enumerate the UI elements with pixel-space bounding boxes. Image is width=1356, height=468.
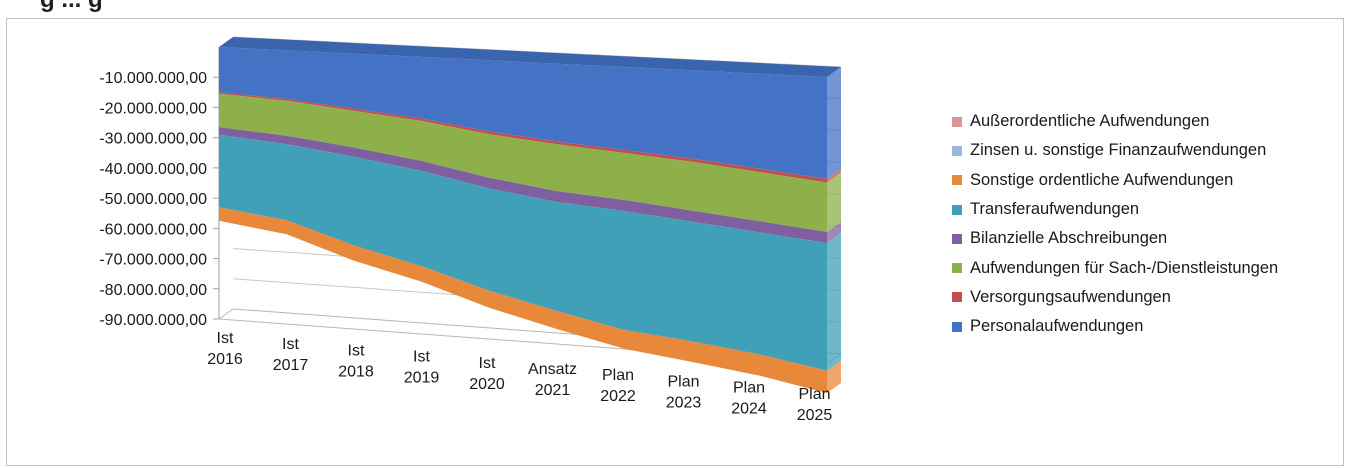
chart-title-fragment: g ... g [40,0,103,12]
x-tick-label: Ist 2016 [207,330,243,368]
legend-item: Bilanzielle Abschreibungen [952,224,1352,253]
legend-item: Versorgungsaufwendungen [952,283,1352,312]
x-tick-label: Plan 2025 [797,386,833,424]
y-tick-label: -30.000.000,00 [99,131,207,148]
legend-label: Transferaufwendungen [970,200,1140,219]
stacked-area-3d-chart: -10.000.000,00 -20.000.000,00 -30.000.000,… [99,36,843,424]
x-tick-label: Plan 2022 [600,367,636,405]
legend-swatch [952,321,962,332]
x-tick-label: Ist 2019 [404,349,440,387]
legend-swatch [952,175,962,186]
legend-label: Sonstige ordentliche Aufwendungen [970,170,1234,189]
legend-item: Außerordentliche Aufwendungen [952,107,1352,136]
x-tick-label: Ist 2018 [338,342,374,380]
legend-item: Personalaufwendungen [952,312,1352,341]
area-side-face-3 [827,222,841,244]
area-series-4 [219,134,827,371]
area-side-face-2 [827,172,841,232]
legend-item: Zinsen u. sonstige Finanzaufwendungen [952,136,1352,165]
legend-item: Transferaufwendungen [952,195,1352,224]
area-top-face [219,37,841,77]
area-side-face-5 [827,360,841,393]
area-series-5 [219,207,827,393]
area-side-face-1 [827,169,841,183]
legend-label: Personalaufwendungen [970,317,1144,336]
legend-swatch [952,292,962,303]
y-tick-label: -40.000.000,00 [99,161,207,178]
legend-swatch [952,145,962,156]
area-series-1 [219,92,827,183]
x-tick-label: Ist 2020 [469,355,505,393]
x-tick-label: Plan 2023 [666,373,702,411]
y-tick-label: -70.000.000,00 [99,252,207,269]
y-tick-label: -60.000.000,00 [99,221,207,238]
legend-item: Aufwendungen für Sach-/Dienstleistungen [952,253,1352,282]
x-tick-label: Plan 2024 [731,380,767,418]
legend-label: Zinsen u. sonstige Finanzaufwendungen [970,141,1267,160]
y-tick-label: -50.000.000,00 [99,191,207,208]
area-series-3 [219,127,827,244]
y-tick-label: -80.000.000,00 [99,282,207,299]
legend-item: Sonstige ordentliche Aufwendungen [952,166,1352,195]
y-tick-label: -20.000.000,00 [99,100,207,117]
legend-label: Bilanzielle Abschreibungen [970,229,1168,248]
area-side-face-0 [827,67,841,179]
y-tick-label: -10.000.000,00 [99,70,207,87]
legend-label: Außerordentliche Aufwendungen [970,112,1210,131]
y-tick-label: -90.000.000,00 [99,312,207,329]
x-tick-label: Ist 2017 [273,336,309,374]
legend-label: Aufwendungen für Sach-/Dienstleistungen [970,258,1279,277]
chart-legend: Außerordentliche Aufwendungen Zinsen u. s… [952,107,1352,341]
legend-swatch [952,116,962,127]
legend-swatch [952,263,962,274]
area-series-0 [219,47,827,179]
legend-label: Versorgungsaufwendungen [970,287,1171,306]
area-series-2 [219,93,827,232]
area-side-face-4 [827,233,841,371]
chart-area: -10.000.000,00 -20.000.000,00 -30.000.000,… [6,18,1344,466]
x-tick-label: Ansatz 2021 [528,361,577,399]
legend-swatch [952,233,962,244]
legend-swatch [952,204,962,215]
